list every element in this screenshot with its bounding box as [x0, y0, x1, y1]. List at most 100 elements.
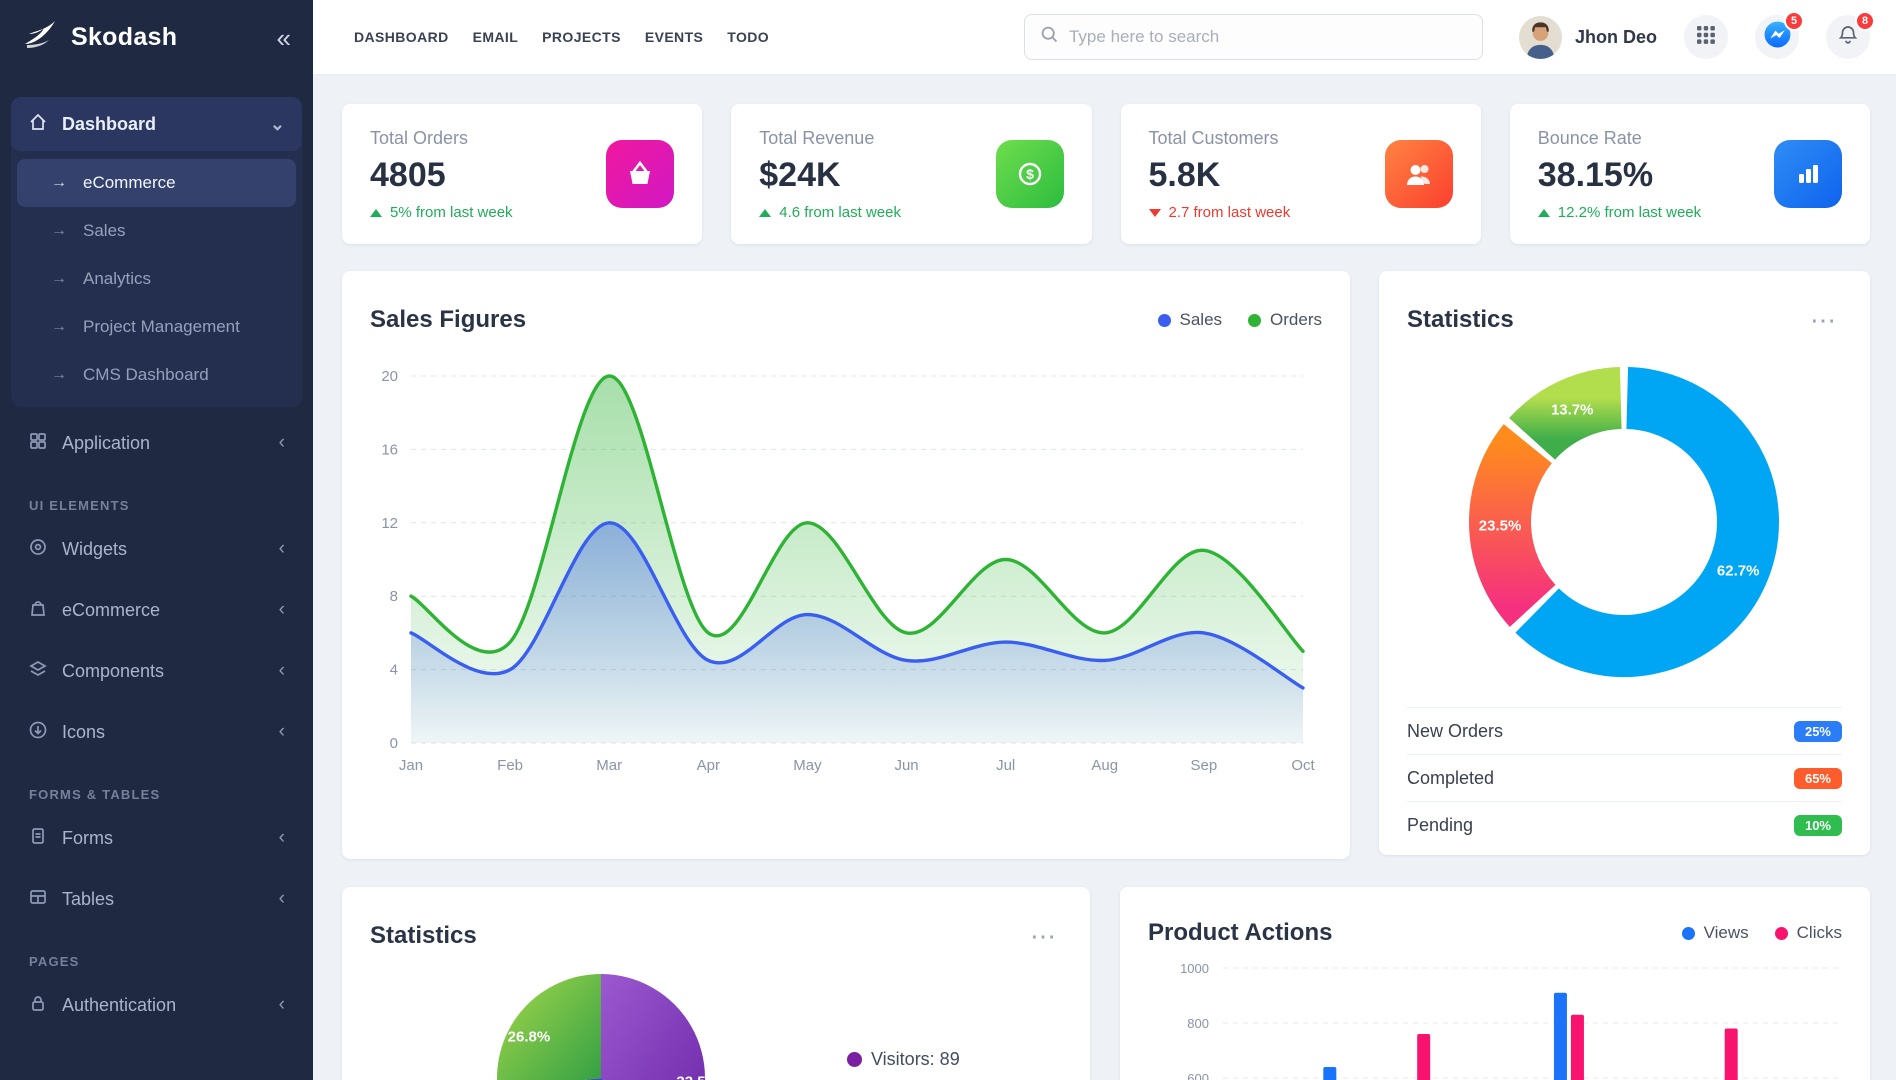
svg-text:Jun: Jun	[894, 757, 918, 774]
legend-sales[interactable]: Sales	[1157, 310, 1222, 330]
avatar	[1518, 15, 1562, 59]
sidebar: Skodash « Dashboard ⌄ → eCommerce → Sales …	[0, 0, 313, 1080]
donut-legend-row: Pending 10%	[1407, 801, 1842, 848]
stat-title: Total Orders	[370, 128, 469, 148]
visitors-dot	[847, 1052, 862, 1067]
sidebar-item-label: Sales	[83, 221, 126, 240]
sidebar-item-tables[interactable]: Tables ‹	[11, 874, 302, 924]
layers-icon	[28, 659, 48, 684]
arrow-right-icon: →	[51, 270, 67, 287]
notifications-button[interactable]: 8	[1826, 11, 1875, 59]
chevron-down-icon: ⌄	[269, 113, 285, 134]
stat-card-total-revenue: Total Revenue $24K 4.6 from last week $	[731, 104, 1092, 244]
svg-text:33.5%: 33.5%	[676, 1073, 719, 1080]
svg-text:600: 600	[1187, 1071, 1209, 1080]
sidebar-item-cms-dashboard[interactable]: → CMS Dashboard	[17, 351, 296, 399]
stat-title: Total Revenue	[759, 128, 875, 148]
legend-label: Pending	[1407, 814, 1474, 835]
sidebar-item-widgets[interactable]: Widgets ‹	[11, 524, 302, 574]
apps-grid-icon	[1696, 25, 1716, 50]
topnav-todo[interactable]: TODO	[727, 29, 770, 45]
legend-label: New Orders	[1407, 720, 1504, 741]
bell-icon	[1836, 23, 1860, 52]
stat-card-total-customers: Total Customers 5.8K 2.7 from last week	[1120, 104, 1481, 244]
stat-title: Bounce Rate	[1537, 128, 1642, 148]
sidebar-item-components[interactable]: Components ‹	[11, 646, 302, 696]
sidebar-item-application[interactable]: Application ‹	[11, 418, 302, 468]
topnav-dashboard[interactable]: DASHBOARD	[354, 29, 449, 45]
customers-icon	[1384, 140, 1453, 208]
sidebar-item-label: Icons	[62, 721, 106, 742]
stat-trend: 2.7 from last week	[1148, 204, 1290, 221]
chevron-left-icon: ‹	[278, 660, 285, 681]
svg-text:13.7%: 13.7%	[1551, 401, 1594, 418]
sidebar-item-authentication[interactable]: Authentication ‹	[11, 980, 302, 1030]
sidebar-item-dashboard[interactable]: Dashboard ⌄	[11, 97, 302, 151]
sidebar-item-ecommerce-ui[interactable]: eCommerce ‹	[11, 585, 302, 635]
shopping-bag-icon	[28, 598, 48, 623]
trend-down-icon	[1148, 208, 1161, 217]
stats-row: Total Orders 4805 5% from last week Tota…	[342, 104, 1870, 244]
card-menu-button[interactable]: ⋯	[1810, 305, 1838, 335]
top-navigation: DASHBOARD EMAIL PROJECTS EVENTS TODO	[352, 23, 771, 51]
stat-value: 4805	[370, 156, 446, 194]
widgets-icon	[28, 537, 48, 562]
topnav-projects[interactable]: PROJECTS	[542, 29, 621, 45]
sidebar-item-analytics[interactable]: → Analytics	[17, 255, 296, 303]
svg-text:4: 4	[390, 662, 398, 679]
money-icon: $	[995, 140, 1064, 208]
section-heading-ui-elements: UI ELEMENTS	[29, 498, 130, 513]
sales-chart-legend: Sales Orders	[1157, 310, 1322, 330]
stat-value: $24K	[759, 156, 841, 194]
messenger-icon	[1764, 21, 1791, 53]
sidebar-collapse-button[interactable]: «	[276, 22, 291, 53]
chevron-left-icon: ‹	[278, 432, 285, 453]
search-icon	[1040, 25, 1059, 49]
basket-icon	[606, 140, 675, 208]
sales-figures-card: Sales Figures Sales Orders 0 4 8 12 16 20 Jan F…	[342, 271, 1350, 859]
sidebar-item-label: Components	[62, 660, 165, 681]
sidebar-item-forms[interactable]: Forms ‹	[11, 813, 302, 863]
sidebar-item-label: eCommerce	[62, 599, 161, 620]
trend-up-icon	[1537, 208, 1550, 217]
sidebar-item-sales[interactable]: → Sales	[17, 207, 296, 255]
user-profile-button[interactable]: Jhon Deo	[1518, 15, 1657, 59]
svg-text:Oct: Oct	[1291, 757, 1315, 774]
card-title: Product Actions	[1148, 919, 1333, 946]
legend-views[interactable]: Views	[1681, 923, 1749, 943]
chevron-left-icon: ‹	[278, 599, 285, 620]
legend-orders[interactable]: Orders	[1248, 310, 1322, 330]
sidebar-item-label: eCommerce	[83, 173, 176, 192]
main-content: Total Orders 4805 5% from last week Tota…	[313, 75, 1896, 1080]
pie-legend: Visitors: 89	[847, 1049, 960, 1070]
sidebar-item-ecommerce[interactable]: → eCommerce	[17, 159, 296, 207]
legend-clicks[interactable]: Clicks	[1774, 923, 1842, 943]
messenger-button[interactable]: 5	[1755, 11, 1804, 59]
svg-text:12: 12	[381, 515, 398, 532]
bar-chart-icon	[1774, 140, 1842, 208]
sidebar-item-label: Project Management	[83, 317, 240, 336]
search-input[interactable]	[1068, 27, 1467, 47]
sidebar-item-label: Forms	[62, 827, 113, 848]
topnav-events[interactable]: EVENTS	[644, 29, 704, 45]
sidebar-item-project-management[interactable]: → Project Management	[17, 303, 296, 351]
arrow-right-icon: →	[51, 318, 67, 335]
svg-text:62.7%: 62.7%	[1717, 562, 1760, 579]
donut-legend-row: New Orders 25%	[1407, 707, 1842, 754]
sidebar-item-label: Widgets	[62, 538, 128, 559]
sales-dot	[1157, 313, 1171, 327]
apps-grid-button[interactable]	[1684, 15, 1728, 59]
svg-text:800: 800	[1187, 1016, 1209, 1031]
product-actions-card: Product Actions Views Clicks 02004006008…	[1120, 887, 1870, 1080]
card-menu-button[interactable]: ⋯	[1030, 921, 1058, 951]
sidebar-item-icons[interactable]: Icons ‹	[11, 707, 302, 757]
legend-badge: 25%	[1793, 720, 1842, 742]
sidebar-item-label: Application	[62, 432, 151, 453]
svg-text:Aug: Aug	[1091, 757, 1118, 774]
trend-up-icon	[759, 208, 772, 217]
statistics-pie-chart: 33.5% 26.8%	[497, 974, 719, 1080]
legend-badge: 10%	[1793, 814, 1842, 836]
legend-label: Visitors: 89	[871, 1049, 960, 1069]
topnav-email[interactable]: EMAIL	[472, 29, 519, 45]
search-bar	[1023, 14, 1483, 60]
